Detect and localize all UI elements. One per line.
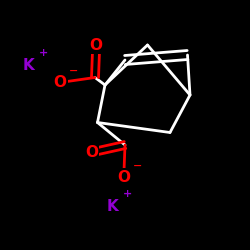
Text: K: K — [23, 58, 34, 72]
Text: O: O — [90, 38, 103, 52]
Text: K: K — [106, 199, 118, 214]
Text: −: − — [69, 66, 78, 76]
Text: O: O — [117, 170, 130, 185]
Text: O: O — [85, 145, 98, 160]
Text: +: + — [123, 189, 132, 199]
Text: O: O — [54, 75, 66, 90]
Text: −: − — [133, 161, 142, 171]
Text: +: + — [39, 48, 48, 58]
